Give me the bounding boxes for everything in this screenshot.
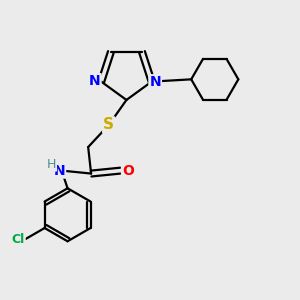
Text: N: N (89, 74, 100, 88)
Text: N: N (53, 164, 65, 178)
Text: H: H (47, 158, 56, 171)
Text: O: O (122, 164, 134, 178)
Text: S: S (103, 118, 114, 133)
Text: N: N (149, 75, 161, 89)
Text: Cl: Cl (11, 232, 25, 246)
